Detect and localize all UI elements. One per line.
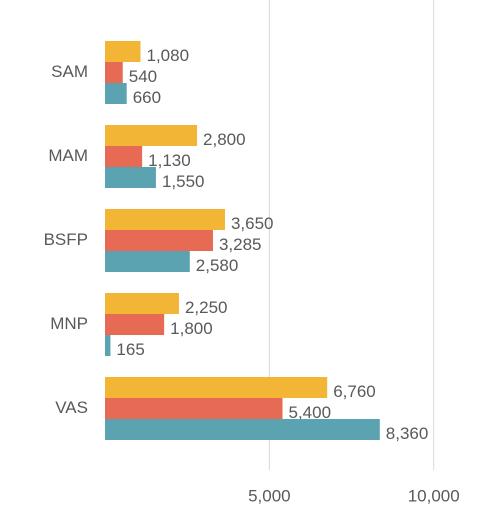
bar	[105, 125, 198, 146]
bar	[105, 83, 127, 104]
bar	[105, 377, 328, 398]
bar	[105, 419, 380, 440]
data-label: 1,550	[162, 172, 205, 191]
data-label: 1,800	[170, 319, 213, 338]
data-label: 660	[133, 88, 161, 107]
data-label: 3,650	[231, 214, 274, 233]
y-tick-label: VAS	[55, 398, 88, 417]
bar	[105, 41, 141, 62]
bar	[105, 398, 283, 419]
data-label: 5,400	[288, 403, 331, 422]
y-tick-label: MNP	[50, 314, 88, 333]
data-label: 2,580	[196, 256, 239, 275]
y-tick-label: MAM	[48, 146, 88, 165]
data-label: 540	[129, 67, 157, 86]
y-tick-label: BSFP	[44, 230, 88, 249]
data-label: 6,760	[333, 382, 376, 401]
bar	[105, 209, 225, 230]
bar	[105, 230, 213, 251]
bar	[105, 146, 143, 167]
bar	[105, 62, 123, 83]
data-label: 165	[116, 340, 144, 359]
x-tick-label: 5,000	[248, 486, 291, 505]
x-tick-label: 10,000	[408, 486, 460, 505]
bar	[105, 314, 165, 335]
bar	[105, 167, 156, 188]
bar	[105, 293, 179, 314]
bar	[105, 251, 190, 272]
data-label: 1,130	[148, 151, 191, 170]
data-label: 1,080	[146, 46, 189, 65]
data-label: 3,285	[219, 235, 262, 254]
data-label: 2,800	[203, 130, 246, 149]
y-tick-label: SAM	[51, 62, 88, 81]
data-label: 8,360	[386, 424, 429, 443]
bar	[105, 335, 111, 356]
data-label: 2,250	[185, 298, 228, 317]
